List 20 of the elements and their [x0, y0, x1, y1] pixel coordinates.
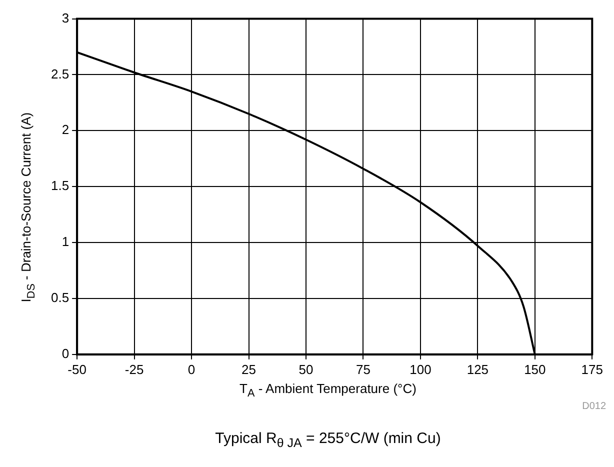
y-tick-label: 1 — [62, 234, 70, 250]
text: D012 — [582, 401, 606, 412]
y-tick-label: 1.5 — [50, 178, 70, 194]
text: Typical R$_{θ JA}$ = 255°C/W (min Cu) — [214, 430, 442, 450]
x-axis-title: T$_{A}$ - Ambient Temperature (°C) — [238, 381, 418, 400]
x-tick-label: -50 — [68, 362, 86, 377]
x-tick-label: 0 — [188, 362, 196, 377]
x-tick-label: 75 — [356, 362, 370, 377]
x-tick-label: 100 — [410, 362, 432, 377]
x-tick-label: 25 — [242, 362, 256, 377]
x-tick-label: -25 — [124, 362, 144, 377]
x-tick-label: 175 — [581, 362, 604, 377]
y-tick-label: 2 — [62, 122, 70, 138]
x-tick-label: 50 — [298, 362, 314, 377]
y-tick-label: 0 — [62, 346, 70, 361]
y-tick-label: 2.5 — [50, 66, 70, 82]
x-tick-label: 150 — [524, 362, 546, 377]
y-tick-label: 3 — [62, 10, 70, 26]
y-tick-label: 0.5 — [50, 290, 70, 306]
x-tick-label: 125 — [466, 362, 489, 377]
